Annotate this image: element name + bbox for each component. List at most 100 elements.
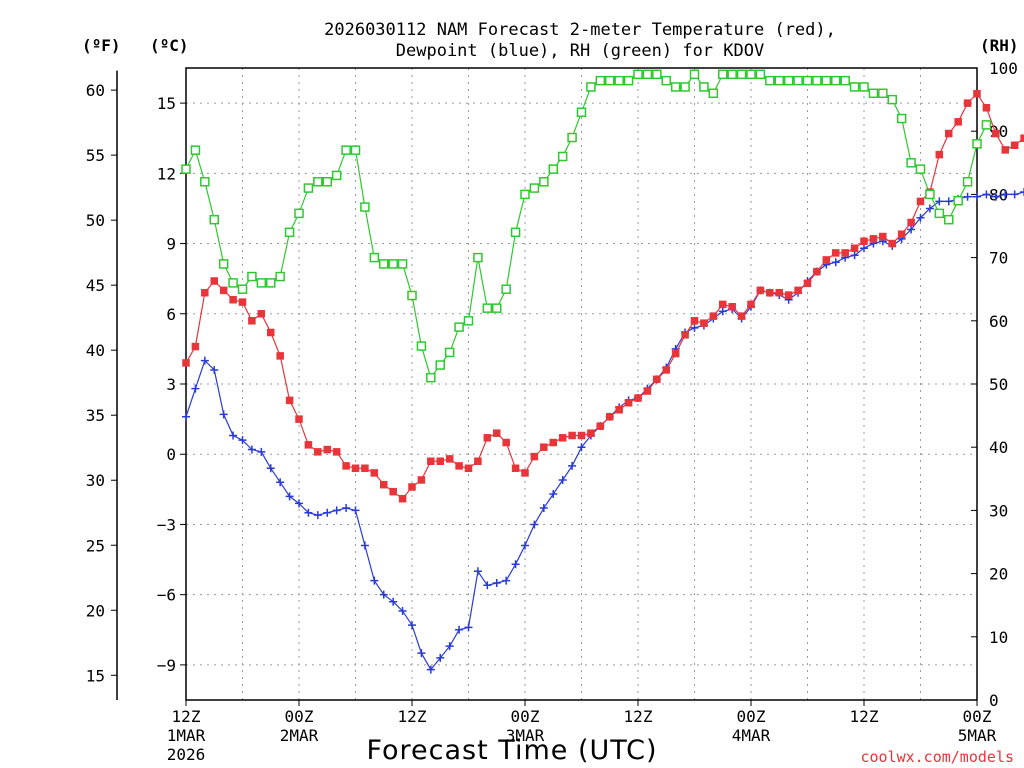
- dewpoint-point: [539, 504, 548, 513]
- rh-point: [181, 164, 191, 174]
- dewpoint-point: [944, 197, 953, 206]
- temperature-point: [728, 303, 736, 311]
- fahrenheit-tick-label: 55: [86, 146, 105, 165]
- dewpoint-point: [530, 520, 539, 529]
- temperature-point: [191, 342, 200, 351]
- rh-point: [878, 88, 888, 99]
- dewpoint-point: [276, 478, 285, 487]
- rh-point: [397, 259, 408, 269]
- rh-point: [228, 278, 238, 288]
- fahrenheit-tick-label: 25: [86, 536, 105, 555]
- x-tick-label-time: 00Z: [963, 707, 992, 726]
- celsius-tick-label: 6: [166, 305, 176, 324]
- temperature-point: [257, 310, 266, 318]
- fahrenheit-tick-label: 45: [86, 276, 105, 295]
- gridlines: [186, 68, 977, 700]
- temperature-point: [794, 286, 802, 295]
- rh-point: [652, 69, 662, 80]
- dewpoint-point: [285, 492, 294, 501]
- temperature-point: [342, 462, 350, 470]
- rh-point: [727, 69, 737, 80]
- rh-point: [548, 164, 558, 174]
- fahrenheit-axis-unit: (ºF): [82, 36, 121, 55]
- dewpoint-point: [332, 506, 341, 515]
- dewpoint-point: [511, 560, 520, 569]
- rh-tick-label: 0: [989, 691, 999, 710]
- rh-point: [341, 145, 351, 155]
- dewpoint-point: [351, 506, 360, 515]
- temperature-point: [389, 487, 397, 496]
- dewpoint-point: [483, 581, 492, 590]
- temperature-point: [719, 300, 727, 309]
- rh-point: [783, 75, 794, 86]
- temperature-point: [398, 494, 407, 503]
- temperature-point: [1001, 146, 1009, 154]
- temperature-point: [662, 366, 670, 374]
- temperature-point: [455, 462, 463, 470]
- dewpoint-point: [295, 499, 303, 508]
- rh-point: [416, 341, 427, 351]
- x-tick-label-time: 00Z: [511, 707, 540, 726]
- rh-tick-label: 20: [989, 565, 1008, 584]
- dewpoint-point: [718, 307, 727, 316]
- rh-point: [463, 316, 474, 326]
- dewpoint-point: [304, 508, 313, 517]
- rh-point: [529, 183, 540, 193]
- rh-point: [218, 259, 229, 269]
- temperature-point: [756, 286, 765, 295]
- dewpoint-point: [455, 625, 464, 634]
- dewpoint-point: [389, 597, 398, 606]
- temperature-point: [314, 448, 322, 456]
- dewpoint-point: [549, 490, 558, 499]
- rh-point: [454, 322, 464, 332]
- celsius-axis-unit: (ºC): [150, 36, 189, 55]
- rh-point: [981, 120, 992, 130]
- temperature-point: [747, 300, 755, 309]
- rh-point: [567, 132, 577, 143]
- temperature-line: [185, 92, 1024, 500]
- rh-point: [896, 113, 907, 124]
- rh-point: [962, 177, 973, 187]
- temperature-point: [483, 434, 492, 442]
- celsius-tick-label: −3: [157, 515, 176, 534]
- rh-point: [840, 75, 850, 86]
- celsius-tick-label: −6: [157, 586, 176, 605]
- dewpoint-point: [360, 541, 369, 550]
- rh-point: [944, 214, 954, 225]
- rh-point: [379, 259, 389, 269]
- dewpoint-point: [492, 578, 501, 587]
- dewpoint-point: [238, 436, 247, 445]
- rh-point: [294, 208, 304, 219]
- rh-point: [623, 75, 634, 86]
- celsius-tick-label: 12: [157, 164, 176, 183]
- rh-point: [435, 360, 445, 370]
- temperature-point: [963, 99, 972, 107]
- rh-point: [906, 158, 916, 168]
- rh-point: [444, 347, 455, 358]
- temperature-point: [464, 464, 473, 473]
- temperature-point: [624, 398, 633, 407]
- rh-point: [256, 278, 267, 288]
- rh-point: [821, 75, 832, 86]
- temperature-point: [248, 317, 256, 325]
- temperature-point: [408, 483, 416, 491]
- temperature-point: [766, 288, 774, 297]
- dewpoint-point: [860, 244, 868, 253]
- temperature-point: [474, 457, 482, 465]
- dewpoint-point: [935, 197, 944, 206]
- celsius-tick-label: −9: [157, 656, 176, 675]
- axes: 15129630−3−6−960555045403530252015100908…: [86, 59, 1018, 764]
- temperature-point: [332, 448, 341, 456]
- temperature-series: [182, 89, 1024, 503]
- series-layer: [181, 69, 1024, 674]
- dewpoint-point: [379, 590, 388, 599]
- temperature-point: [615, 405, 623, 414]
- temperature-point: [897, 230, 906, 238]
- chart-subtitle: Dewpoint (blue), RH (green) for KDOV: [396, 41, 764, 61]
- dewpoint-point: [210, 365, 219, 374]
- rh-point: [539, 177, 549, 187]
- rh-point: [576, 107, 587, 117]
- temperature-point: [219, 286, 228, 295]
- dewpoint-point: [436, 653, 445, 662]
- temperature-point: [436, 457, 444, 465]
